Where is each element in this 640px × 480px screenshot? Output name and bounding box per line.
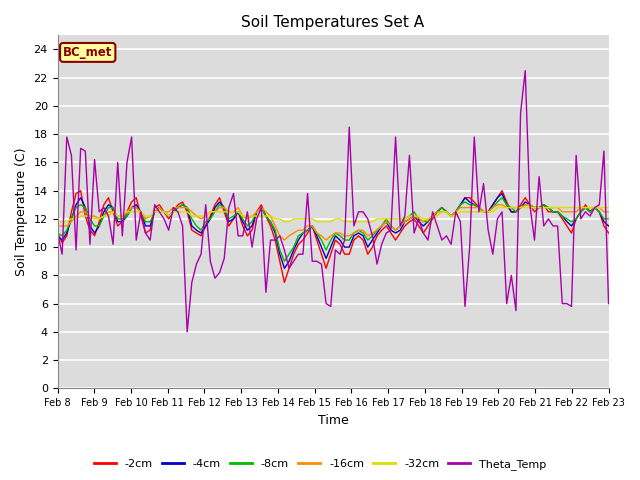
Legend: -2cm, -4cm, -8cm, -16cm, -32cm, Theta_Temp: -2cm, -4cm, -8cm, -16cm, -32cm, Theta_Te…: [89, 455, 551, 474]
Title: Soil Temperatures Set A: Soil Temperatures Set A: [241, 15, 424, 30]
Y-axis label: Soil Temperature (C): Soil Temperature (C): [15, 147, 28, 276]
X-axis label: Time: Time: [317, 414, 348, 427]
Text: BC_met: BC_met: [63, 46, 113, 59]
